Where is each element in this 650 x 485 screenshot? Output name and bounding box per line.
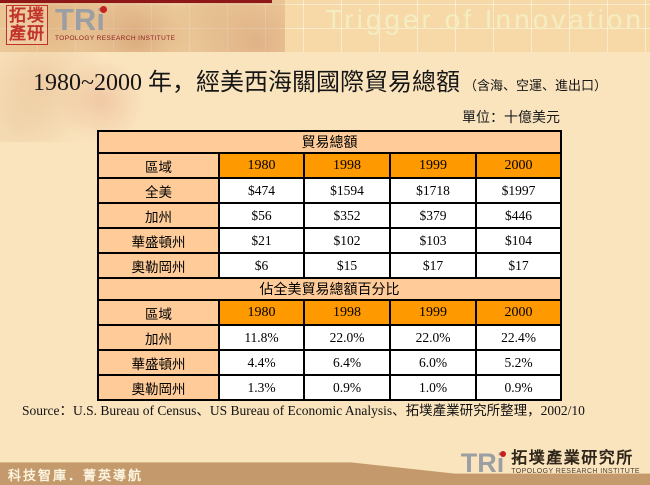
footer-tri-red-dot-icon: [499, 451, 506, 457]
value-cell: 22.4%: [474, 324, 563, 351]
footer-logo-text: 拓墣產業研究所 TOPOLOGY RESEARCH INSTITUTE: [511, 450, 640, 476]
table-row: 奧勒岡州 1.3% 0.9% 1.0% 0.9%: [97, 374, 563, 401]
section1-title: 貿易總額: [96, 130, 563, 154]
value-cell: $102: [303, 227, 391, 254]
source-note: Source：U.S. Bureau of Census、US Bureau o…: [22, 403, 585, 418]
tri-logo-chinese-seal: 拓墣 產研: [6, 5, 48, 45]
value-cell: $1997: [474, 177, 563, 204]
section1-header-row: 區域 1980 1998 1999 2000: [97, 152, 563, 179]
col-header-1980: 1980: [218, 152, 305, 179]
tri-logo-letters: TRi: [55, 2, 105, 37]
slide-title-main: 1980~2000 年，經美西海關國際貿易總額: [33, 70, 460, 96]
tri-logo-zh-line2: 產研: [9, 24, 45, 43]
unit-label: 單位：十億美元: [462, 111, 560, 126]
footer-slogan: 科技智庫．菁英導航: [8, 468, 144, 483]
value-cell: 22.0%: [389, 324, 477, 351]
value-cell: $17: [389, 252, 477, 279]
header-banner: 拓墣 產研 TRi TOPOLOGY RESEARCH INSTITUTE Tr…: [0, 0, 650, 52]
col-header-region: 區域: [97, 152, 220, 179]
value-cell: $6: [218, 252, 305, 279]
tri-logo-wordmark-block: TRi TOPOLOGY RESEARCH INSTITUTE: [55, 2, 176, 43]
col-header-1998: 1998: [303, 299, 391, 326]
value-cell: 0.9%: [303, 374, 391, 401]
slide-title: 1980~2000 年，經美西海關國際貿易總額 （含海、空運、進出口）: [33, 62, 633, 97]
value-cell: 0.9%: [474, 374, 563, 401]
value-cell: $56: [218, 202, 305, 229]
footer-logo: TRi 拓墣產業研究所 TOPOLOGY RESEARCH INSTITUTE: [460, 448, 640, 478]
table-row: 加州 11.8% 22.0% 22.0% 22.4%: [97, 324, 563, 351]
table-row: 加州 $56 $352 $379 $446: [97, 202, 563, 229]
slide-title-sub: （含海、空運、進出口）: [463, 78, 607, 93]
section2-title-row: 佔全美貿易總額百分比: [96, 277, 563, 301]
value-cell: 11.8%: [218, 324, 305, 351]
row-label: 加州: [97, 324, 220, 351]
banner-slogan: Trigger of Innovation: [325, 4, 644, 35]
col-header-1998: 1998: [303, 152, 391, 179]
col-header-1999: 1999: [389, 152, 477, 179]
value-cell: 1.0%: [389, 374, 477, 401]
footer-tri-wordmark: TRi: [460, 448, 506, 478]
row-label: 奧勒岡州: [97, 252, 220, 279]
world-map-art-fade: [0, 52, 170, 142]
col-header-1980: 1980: [218, 299, 305, 326]
value-cell: 6.0%: [389, 349, 477, 376]
value-cell: $1718: [389, 177, 477, 204]
table-row: 奧勒岡州 $6 $15 $17 $17: [97, 252, 563, 279]
footer-tri-letters: TRi: [460, 448, 505, 478]
table-row: 華盛頓州 4.4% 6.4% 6.0% 5.2%: [97, 349, 563, 376]
value-cell: 22.0%: [303, 324, 391, 351]
col-header-2000: 2000: [474, 152, 563, 179]
table-row: 全美 $474 $1594 $1718 $1997: [97, 177, 563, 204]
section2-header-row: 區域 1980 1998 1999 2000: [97, 299, 563, 326]
section2-title: 佔全美貿易總額百分比: [96, 277, 563, 301]
table-row: 華盛頓州 $21 $102 $103 $104: [97, 227, 563, 254]
row-label: 奧勒岡州: [97, 374, 220, 401]
tri-logo-wordmark: TRi: [55, 2, 175, 37]
value-cell: 4.4%: [218, 349, 305, 376]
value-cell: $379: [389, 202, 477, 229]
value-cell: $15: [303, 252, 391, 279]
col-header-2000: 2000: [474, 299, 563, 326]
value-cell: $1594: [303, 177, 391, 204]
value-cell: $21: [218, 227, 305, 254]
value-cell: $103: [389, 227, 477, 254]
value-cell: 1.3%: [218, 374, 305, 401]
value-cell: $474: [218, 177, 305, 204]
row-label: 華盛頓州: [97, 349, 220, 376]
section1-title-row: 貿易總額: [96, 130, 563, 154]
trade-table: 貿易總額 區域 1980 1998 1999 2000 全美 $474 $159…: [96, 130, 563, 401]
value-cell: $352: [303, 202, 391, 229]
tri-logo-subtitle: TOPOLOGY RESEARCH INSTITUTE: [55, 35, 176, 42]
footer-logo-chinese: 拓墣產業研究所: [511, 450, 634, 467]
tri-logo-zh-line1: 拓墣: [9, 6, 45, 25]
row-label: 華盛頓州: [97, 227, 220, 254]
top-accent-line: [0, 0, 272, 3]
value-cell: $17: [474, 252, 563, 279]
value-cell: 6.4%: [303, 349, 391, 376]
col-header-region: 區域: [97, 299, 220, 326]
tri-logo-red-dot-icon: [100, 6, 107, 13]
tri-logo: 拓墣 產研 TRi TOPOLOGY RESEARCH INSTITUTE: [6, 2, 176, 45]
col-header-1999: 1999: [389, 299, 477, 326]
value-cell: $446: [474, 202, 563, 229]
footer-logo-english: TOPOLOGY RESEARCH INSTITUTE: [511, 468, 640, 475]
value-cell: 5.2%: [474, 349, 563, 376]
row-label: 加州: [97, 202, 220, 229]
value-cell: $104: [474, 227, 563, 254]
row-label: 全美: [97, 177, 220, 204]
